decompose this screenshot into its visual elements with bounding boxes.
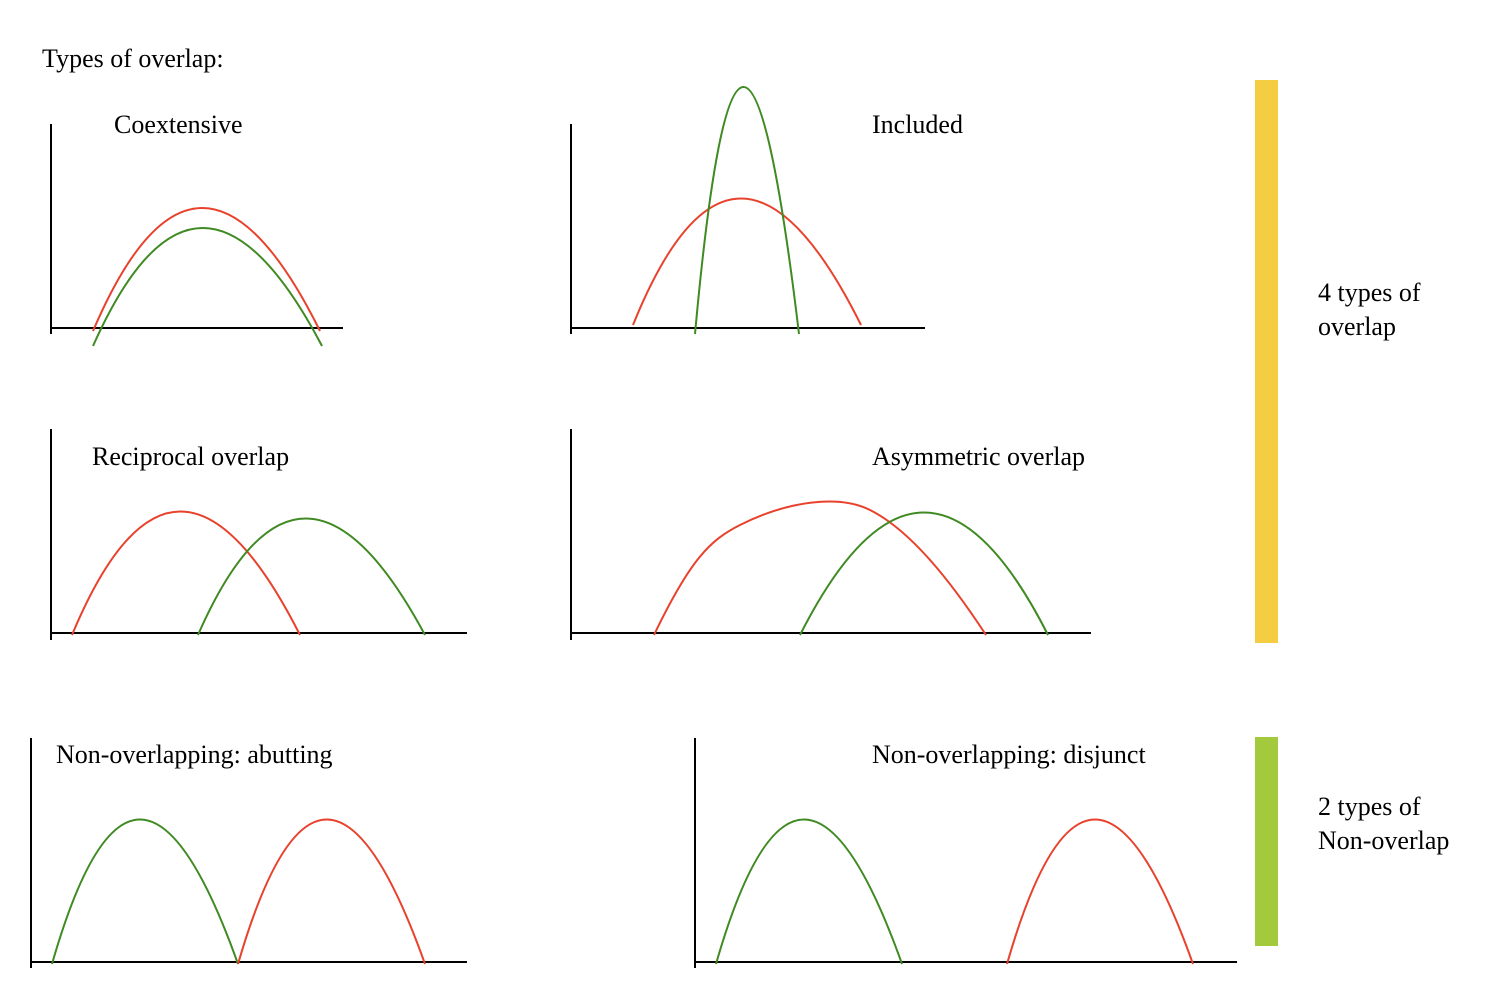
green-curve	[694, 86, 800, 335]
green-curve	[197, 517, 426, 636]
panel-label-included: Included	[872, 110, 963, 139]
red-curve	[653, 500, 987, 636]
nonoverlap-side-label: 2 types of Non-overlap	[1318, 790, 1449, 858]
panel-label-reciprocal: Reciprocal overlap	[92, 442, 290, 471]
panel-reciprocal	[50, 429, 467, 640]
panel-label-abutting: Non-overlapping: abutting	[56, 740, 333, 769]
green-curve	[92, 227, 323, 347]
overlap-bar	[1255, 80, 1278, 643]
red-curve	[92, 207, 321, 332]
panel-included	[570, 86, 925, 335]
panel-asymmetric	[570, 429, 1091, 640]
green-curve	[51, 818, 239, 965]
panel-coextensive	[50, 124, 343, 347]
panel-label-coextensive: Coextensive	[114, 110, 243, 139]
red-curve	[237, 818, 426, 965]
green-curve	[715, 818, 903, 965]
page-title: Types of overlap:	[42, 44, 224, 73]
green-curve	[799, 511, 1049, 636]
nonoverlap-side-label-line1: 2 types of	[1318, 792, 1421, 821]
overlap-side-label-line2: overlap	[1318, 312, 1396, 341]
panel-label-asymmetric: Asymmetric overlap	[872, 442, 1085, 471]
red-curve	[71, 510, 301, 636]
panel-label-disjunct: Non-overlapping: disjunct	[872, 740, 1146, 769]
nonoverlap-side-label-line2: Non-overlap	[1318, 826, 1450, 855]
overlap-side-label: 4 types of overlap	[1318, 276, 1421, 344]
panel-disjunct	[694, 738, 1237, 968]
overlap-side-label-line1: 4 types of	[1318, 278, 1421, 307]
red-curve	[632, 197, 862, 326]
nonoverlap-bar	[1255, 737, 1278, 946]
panel-abutting	[30, 738, 467, 968]
red-curve	[1006, 818, 1194, 965]
